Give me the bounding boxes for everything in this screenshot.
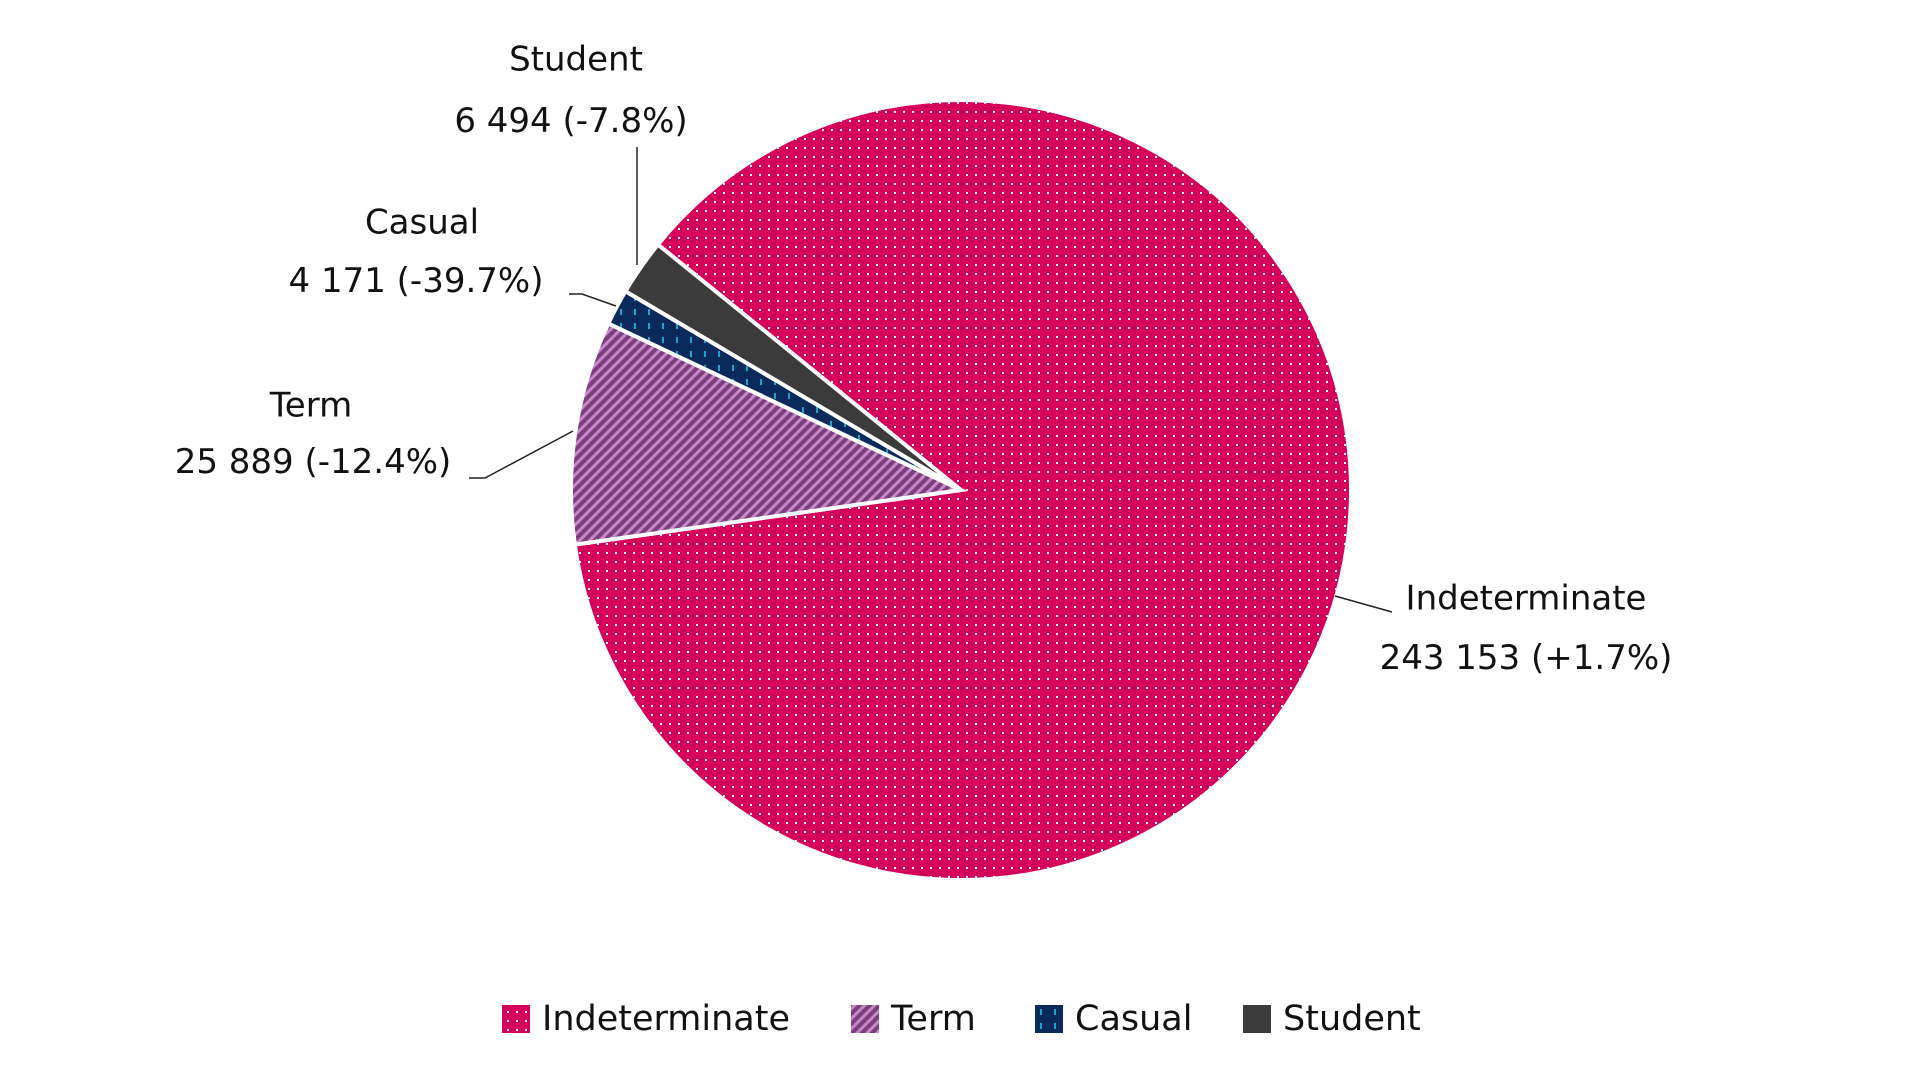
legend-label: Term xyxy=(890,999,976,1039)
change-label: (-12.4%) xyxy=(304,442,451,482)
slice-label: Student xyxy=(509,40,643,80)
value-label: 243 153 xyxy=(1380,638,1521,678)
legend-label: Student xyxy=(1283,999,1421,1039)
change-label: (-7.8%) xyxy=(562,101,687,141)
slice-label: Indeterminate xyxy=(1406,579,1647,619)
value-label: 6 494 xyxy=(454,101,551,141)
leader-line xyxy=(569,293,617,307)
value-label: 4 171 xyxy=(289,261,386,301)
value-label: 25 889 xyxy=(175,442,294,482)
legend-swatch xyxy=(1035,1005,1063,1033)
slice-value: 243 153 (+1.7%) xyxy=(1380,638,1673,678)
slice-value: 6 494 (-7.8%) xyxy=(454,101,687,141)
slice-label: Term xyxy=(269,386,352,426)
leader-line xyxy=(1334,595,1393,613)
slice-label: Casual xyxy=(365,203,479,243)
slice-value: 4 171 (-39.7%) xyxy=(289,261,544,301)
legend-swatch xyxy=(1243,1005,1271,1033)
legend-label: Indeterminate xyxy=(542,999,790,1039)
legend-label: Casual xyxy=(1075,999,1192,1039)
legend-swatch xyxy=(851,1005,879,1033)
pie-slice xyxy=(622,241,963,492)
change-label: (-39.7%) xyxy=(397,261,544,301)
change-label: (+1.7%) xyxy=(1531,638,1672,678)
pie-slice xyxy=(569,320,968,547)
legend-swatch xyxy=(502,1005,530,1033)
slice-value: 25 889 (-12.4%) xyxy=(175,442,452,482)
leader-line xyxy=(469,430,574,479)
